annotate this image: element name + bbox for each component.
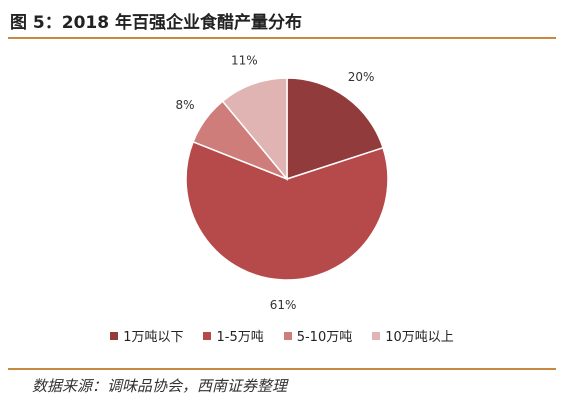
legend-swatch (110, 331, 119, 340)
title-divider (8, 37, 556, 39)
slice-data-label: 11% (231, 53, 258, 67)
legend-label: 1万吨以下 (123, 330, 184, 345)
legend-item: 1万吨以下 (110, 326, 183, 345)
pie-slice-1 (286, 77, 385, 181)
pie-chart: 20% 61% 8% 11% (176, 53, 389, 312)
legend-swatch (283, 331, 292, 340)
footer-divider (8, 368, 556, 370)
source-note: 数据来源：调味品协会，西南证券整理 (32, 377, 288, 395)
legend-item: 1-5万吨 (203, 326, 264, 345)
legend-label: 10万吨以上 (385, 330, 454, 345)
slice-data-label: 61% (270, 298, 297, 312)
legend-label: 5-10万吨 (296, 330, 353, 345)
page-title: 图 5：2018 年百强企业食醋产量分布 (10, 13, 302, 33)
slice-data-label: 8% (176, 98, 195, 112)
chart-legend: 1万吨以下 1-5万吨 5-10万吨 10万吨以上 (0, 326, 564, 345)
legend-item: 10万吨以上 (372, 326, 454, 345)
slice-data-label: 20% (348, 70, 375, 84)
legend-item: 5-10万吨 (283, 326, 353, 345)
legend-swatch (203, 331, 212, 340)
legend-label: 1-5万吨 (216, 330, 264, 345)
pie-slice-2 (185, 140, 389, 281)
legend-swatch (372, 331, 381, 340)
pie-slice-4 (221, 77, 288, 182)
